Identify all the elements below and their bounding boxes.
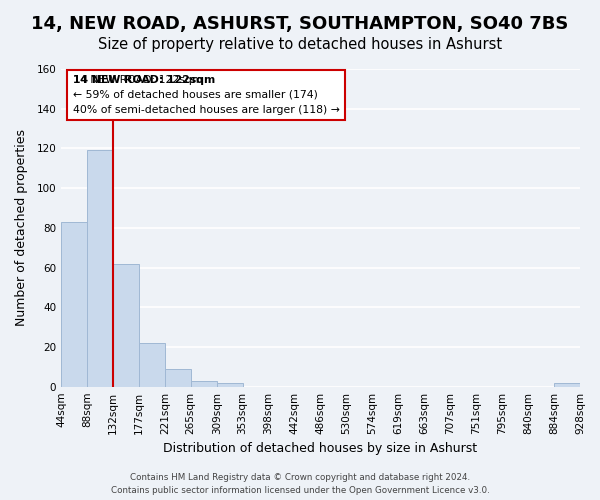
Bar [113, 264, 139, 386]
Bar [217, 382, 242, 386]
Bar [191, 380, 217, 386]
Text: Contains HM Land Registry data © Crown copyright and database right 2024.
Contai: Contains HM Land Registry data © Crown c… [110, 474, 490, 495]
Bar [165, 369, 191, 386]
Bar [139, 343, 165, 386]
Y-axis label: Number of detached properties: Number of detached properties [15, 130, 28, 326]
Text: Size of property relative to detached houses in Ashurst: Size of property relative to detached ho… [98, 38, 502, 52]
Bar [61, 222, 87, 386]
Text: 14, NEW ROAD, ASHURST, SOUTHAMPTON, SO40 7BS: 14, NEW ROAD, ASHURST, SOUTHAMPTON, SO40… [31, 15, 569, 33]
Text: 14 NEW ROAD: 122sqm
← 59% of detached houses are smaller (174)
40% of semi-detac: 14 NEW ROAD: 122sqm ← 59% of detached ho… [73, 75, 340, 114]
Text: 14 NEW ROAD: 122sqm: 14 NEW ROAD: 122sqm [73, 75, 215, 85]
Bar [87, 150, 113, 386]
X-axis label: Distribution of detached houses by size in Ashurst: Distribution of detached houses by size … [163, 442, 478, 455]
Bar [554, 382, 580, 386]
